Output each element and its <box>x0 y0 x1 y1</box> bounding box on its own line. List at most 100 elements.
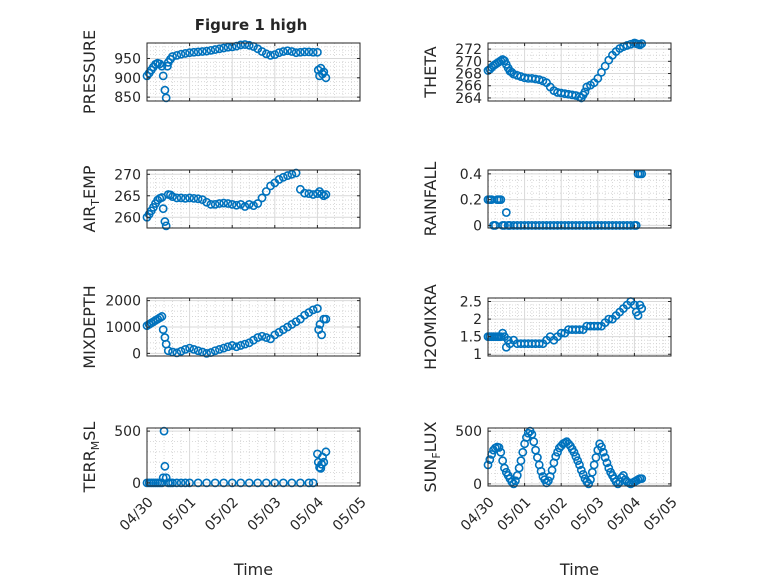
axes-box <box>146 427 361 487</box>
y-tick-label: 0.4 <box>460 167 482 183</box>
data-point <box>236 341 246 350</box>
data-point <box>308 47 318 57</box>
y-tick-label: 1 <box>473 347 482 363</box>
series-sun_flux <box>483 426 647 489</box>
y-axis-label: THETA <box>421 46 440 98</box>
y-tick-label: 270 <box>114 167 141 183</box>
data-point <box>158 325 168 335</box>
data-point <box>227 341 237 350</box>
x-tick-label: 05/04 <box>287 494 327 534</box>
subplot-air_temp: 260 265 270 AIRTEMP <box>80 165 361 233</box>
y-tick-label: 264 <box>455 91 482 107</box>
series-theta <box>483 38 647 103</box>
data-point <box>257 331 267 341</box>
data-point <box>189 193 199 203</box>
data-point <box>240 40 250 49</box>
data-point <box>180 345 190 354</box>
data-point <box>496 447 506 457</box>
data-point <box>219 343 229 353</box>
data-point <box>168 192 177 202</box>
data-point <box>185 193 194 203</box>
data-point <box>223 199 233 208</box>
data-point <box>253 333 263 342</box>
y-tick-label: 1000 <box>105 320 141 336</box>
data-point <box>516 456 526 466</box>
data-point <box>161 93 171 103</box>
data-point <box>163 61 172 71</box>
subplot-mixdepth: 0 1000 2000 MIXDEPTH <box>80 285 361 369</box>
data-point <box>232 41 241 51</box>
data-point <box>266 50 275 60</box>
data-point <box>511 476 520 486</box>
data-point <box>274 175 284 184</box>
data-point <box>556 328 566 338</box>
data-point <box>202 348 212 358</box>
axes-border <box>487 169 672 229</box>
y-tick-label: 270 <box>455 54 482 70</box>
data-point <box>193 194 203 204</box>
data-point <box>496 195 506 205</box>
data-point <box>611 477 621 487</box>
x-tick-label: 05/02 <box>531 494 571 534</box>
data-point <box>206 45 216 55</box>
axes-box <box>487 169 672 229</box>
data-point <box>189 345 199 354</box>
data-point <box>584 479 594 489</box>
data-point <box>240 202 250 211</box>
data-point <box>193 47 203 57</box>
y-tick-label: 265 <box>114 189 141 205</box>
data-point <box>613 479 623 489</box>
y-axis-label: PRESSURE <box>80 30 99 114</box>
data-point <box>500 463 509 473</box>
x-tick-label: 05/05 <box>641 494 681 534</box>
data-point <box>571 452 581 461</box>
x-tick-label: 05/03 <box>568 494 608 534</box>
data-point <box>501 208 511 217</box>
subplot-rainfall: 0 0.2 0.4 RAINFALL <box>421 162 672 237</box>
data-point <box>160 217 170 226</box>
data-point <box>633 311 643 320</box>
data-point <box>551 452 561 461</box>
data-point <box>219 198 229 208</box>
data-point <box>193 346 203 356</box>
data-point <box>600 61 610 71</box>
series-mixdepth <box>142 304 331 358</box>
data-point <box>600 453 610 462</box>
axes-border <box>487 297 672 357</box>
data-point <box>637 474 647 484</box>
series-pressure <box>142 40 331 103</box>
data-point <box>176 346 186 356</box>
y-axis-label: RAINFALL <box>421 162 440 237</box>
data-point <box>312 304 322 313</box>
data-point <box>312 47 322 57</box>
data-point <box>300 47 310 57</box>
y-tick-label: 500 <box>455 424 482 440</box>
data-point <box>580 87 590 97</box>
data-point <box>291 48 301 58</box>
data-point <box>215 345 224 354</box>
data-point <box>578 469 588 479</box>
data-point <box>244 199 254 209</box>
data-point <box>575 325 584 335</box>
data-point <box>270 50 280 59</box>
data-point <box>304 47 314 57</box>
data-point <box>232 342 241 352</box>
data-point <box>223 42 233 52</box>
data-point <box>236 40 246 50</box>
data-point <box>300 188 310 198</box>
data-point <box>598 447 608 457</box>
data-point <box>534 339 544 349</box>
data-point <box>244 40 254 50</box>
data-point <box>155 59 165 69</box>
data-point <box>604 463 614 473</box>
data-point <box>321 73 331 83</box>
data-point <box>253 199 263 208</box>
data-point <box>317 330 327 340</box>
y-tick-label: 272 <box>455 42 482 58</box>
axes-border <box>146 42 361 102</box>
y-axis-label: AIRTEMP <box>80 165 102 232</box>
x-tick-label: 05/02 <box>202 494 242 534</box>
data-point <box>189 47 199 57</box>
y-tick-label: 2.5 <box>460 295 482 311</box>
data-point <box>206 199 216 209</box>
